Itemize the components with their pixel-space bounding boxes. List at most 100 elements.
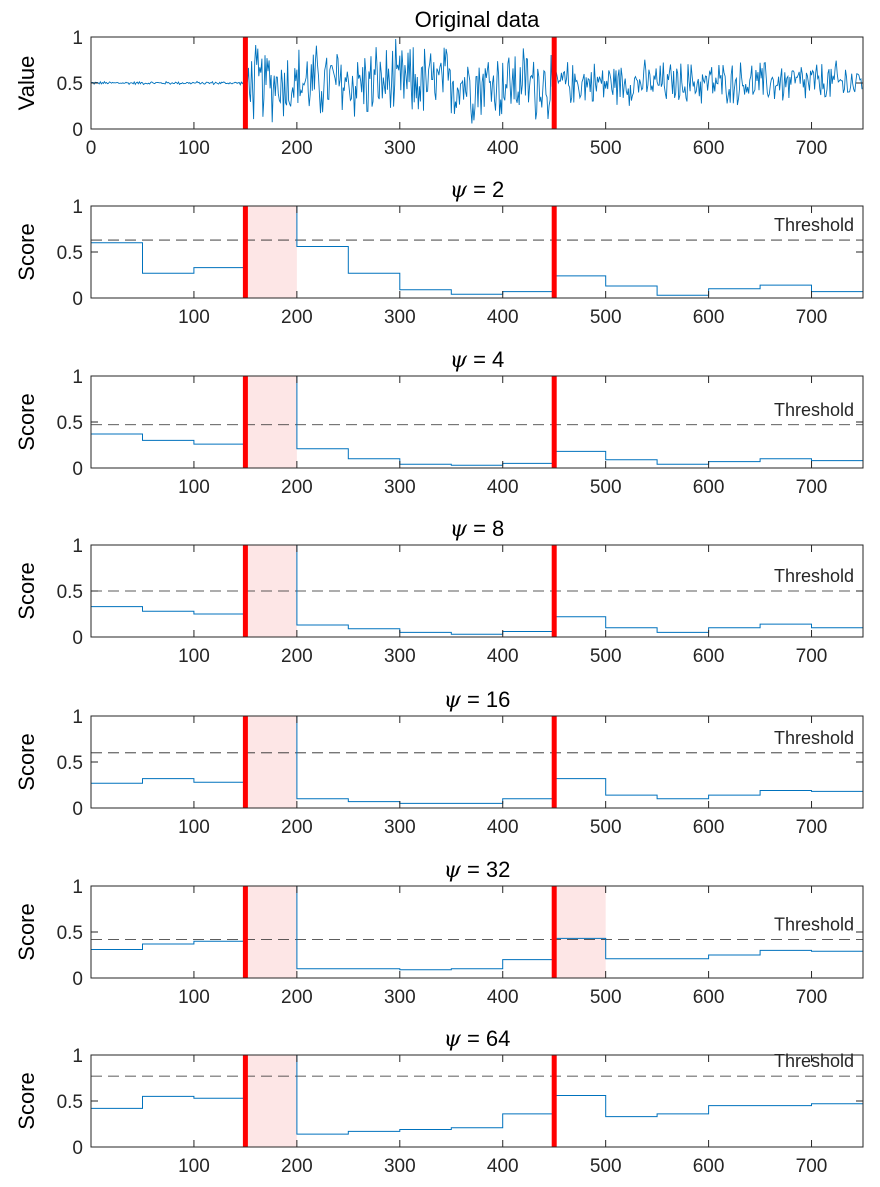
x-tick-label: 600 — [693, 138, 725, 159]
x-tick-label: 400 — [487, 307, 519, 328]
y-axis-label: Score — [14, 393, 39, 450]
x-tick-label: 500 — [590, 987, 622, 1008]
psi-symbol: ψ — [450, 178, 468, 203]
x-tick-label: 200 — [281, 477, 313, 498]
x-tick-label: 300 — [384, 1156, 416, 1177]
x-tick-label: 300 — [384, 817, 416, 838]
x-tick-label: 400 — [487, 817, 519, 838]
threshold-label: Threshold — [774, 400, 854, 420]
x-tick-label: 500 — [590, 477, 622, 498]
x-tick-label: 500 — [590, 307, 622, 328]
x-tick-label: 200 — [281, 307, 313, 328]
y-axis-label: Score — [14, 903, 39, 960]
psi-symbol: ψ — [450, 517, 468, 542]
x-tick-label: 600 — [693, 307, 725, 328]
subplot-title: Original data — [415, 7, 541, 32]
y-axis-label: Score — [14, 733, 39, 790]
subplot-1: Threshold 100 200 300 400 500 600 700 0 0.5 1 Score… — [14, 177, 864, 328]
x-tick-label: 100 — [178, 307, 210, 328]
subplot-4: Threshold 100 200 300 400 500 600 700 0 0.5 1 Score… — [14, 687, 864, 838]
y-axis-label: Value — [14, 56, 39, 111]
y-tick-label: 0.5 — [57, 923, 83, 944]
x-tick-label: 700 — [796, 987, 828, 1008]
subplot-title: ψ = 16 — [444, 687, 511, 713]
title-value: = 64 — [467, 1026, 510, 1051]
subplot-2: Threshold 100 200 300 400 500 600 700 0 0.5 1 Score… — [14, 347, 864, 498]
x-tick-label: 300 — [384, 307, 416, 328]
x-tick-label: 200 — [281, 987, 313, 1008]
x-tick-label: 0 — [86, 138, 97, 159]
threshold-label: Threshold — [774, 215, 854, 235]
x-tick-label: 600 — [693, 987, 725, 1008]
y-tick-label: 0 — [72, 1138, 83, 1159]
y-tick-label: 0.5 — [57, 243, 83, 264]
x-tick-label: 700 — [796, 307, 828, 328]
psi-symbol: ψ — [444, 688, 462, 713]
highlight-region — [245, 716, 297, 808]
x-tick-label: 700 — [796, 477, 828, 498]
title-value: = 32 — [467, 857, 510, 882]
y-tick-label: 0.5 — [57, 582, 83, 603]
plot-area — [91, 886, 863, 978]
x-tick-label: 400 — [487, 987, 519, 1008]
y-tick-label: 0 — [72, 120, 83, 141]
y-tick-label: 1 — [72, 877, 83, 898]
y-tick-label: 1 — [72, 707, 83, 728]
x-tick-label: 400 — [487, 477, 519, 498]
highlight-region — [245, 206, 297, 298]
plot-area — [91, 206, 863, 298]
title-value: = 16 — [467, 687, 510, 712]
x-tick-label: 700 — [796, 646, 828, 667]
x-tick-label: 200 — [281, 817, 313, 838]
y-tick-label: 0 — [72, 459, 83, 480]
psi-symbol: ψ — [444, 1027, 462, 1052]
x-tick-label: 300 — [384, 987, 416, 1008]
y-axis-label: Score — [14, 562, 39, 619]
subplot-5: Threshold 100 200 300 400 500 600 700 0 0.5 1 Score… — [14, 857, 864, 1008]
plot-area — [91, 1055, 863, 1147]
title-value: = 8 — [473, 516, 504, 541]
x-tick-label: 100 — [178, 646, 210, 667]
raw-series — [90, 38, 863, 124]
x-tick-label: 200 — [281, 138, 313, 159]
score-series — [91, 1054, 863, 1135]
subplot-title: ψ = 2 — [450, 177, 505, 203]
y-tick-label: 1 — [72, 1046, 83, 1067]
plot-area — [91, 376, 863, 468]
subplot-0: 0 100 200 300 400 500 600 700 0 0.5 1 Value Original… — [14, 7, 864, 159]
score-series — [91, 375, 863, 466]
highlight-region — [245, 376, 297, 468]
subplot-title: ψ = 32 — [444, 857, 511, 883]
subplot-title: ψ = 8 — [450, 516, 505, 542]
title-value: = 4 — [473, 347, 504, 372]
x-tick-label: 500 — [590, 1156, 622, 1177]
x-tick-label: 700 — [796, 1156, 828, 1177]
psi-symbol: ψ — [450, 348, 468, 373]
x-tick-label: 100 — [178, 987, 210, 1008]
subplot-3: Threshold 100 200 300 400 500 600 700 0 0.5 1 Score… — [14, 516, 864, 667]
threshold-label: Threshold — [774, 566, 854, 586]
score-series — [91, 885, 863, 971]
x-tick-label: 600 — [693, 1156, 725, 1177]
y-tick-label: 0.5 — [57, 413, 83, 434]
score-series — [91, 544, 863, 635]
x-tick-label: 300 — [384, 477, 416, 498]
y-tick-label: 0 — [72, 628, 83, 649]
threshold-label: Threshold — [774, 1051, 854, 1071]
highlight-region — [245, 1055, 297, 1147]
x-tick-label: 200 — [281, 1156, 313, 1177]
y-tick-label: 1 — [72, 197, 83, 218]
y-axis-label: Score — [14, 1072, 39, 1129]
x-tick-label: 700 — [796, 138, 828, 159]
x-tick-label: 600 — [693, 646, 725, 667]
x-tick-label: 500 — [590, 138, 622, 159]
y-tick-label: 0 — [72, 969, 83, 990]
y-tick-label: 1 — [72, 536, 83, 557]
plot-area — [91, 716, 863, 808]
subplot-title: ψ = 4 — [450, 347, 505, 373]
y-tick-label: 0.5 — [57, 74, 83, 95]
x-tick-label: 400 — [487, 138, 519, 159]
threshold-label: Threshold — [774, 914, 854, 934]
x-tick-label: 300 — [384, 646, 416, 667]
